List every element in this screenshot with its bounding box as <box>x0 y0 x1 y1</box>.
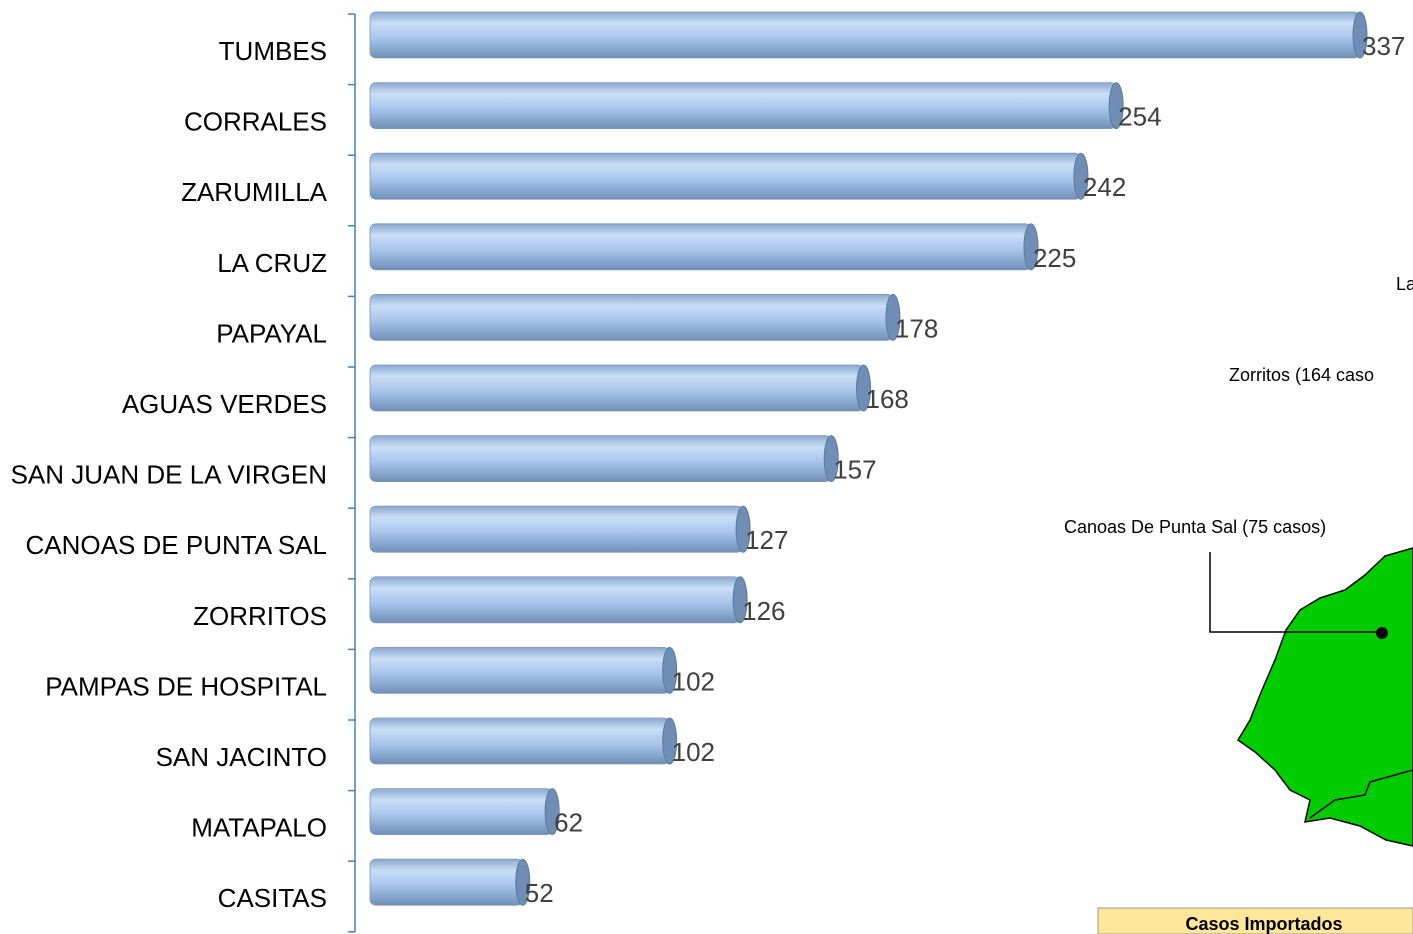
bar <box>369 152 1082 200</box>
value-label: 127 <box>745 525 788 555</box>
callout-line <box>1209 552 1382 633</box>
category-label: CORRALES <box>184 107 327 137</box>
bar <box>369 505 744 553</box>
category-label: ZORRITOS <box>193 601 327 631</box>
bar <box>369 82 1117 129</box>
value-label: 178 <box>895 313 938 343</box>
bar-cap <box>515 858 531 906</box>
value-label: 157 <box>833 455 876 485</box>
map-label: La <box>1396 274 1413 294</box>
bar <box>369 223 1032 271</box>
bar-cap <box>662 646 678 694</box>
value-label: 62 <box>554 808 583 838</box>
table-header: Casos Importados <box>1185 914 1342 934</box>
bar-cap <box>662 717 678 765</box>
map: La Zorritos (164 caso Canoas De Punta Sa… <box>1064 274 1413 934</box>
value-label: 102 <box>672 666 715 696</box>
value-label: 168 <box>866 384 909 414</box>
callout-dot <box>1376 627 1388 639</box>
category-label: PAMPAS DE HOSPITAL <box>45 671 327 701</box>
value-label: 102 <box>672 737 715 767</box>
category-label: TUMBES <box>219 36 327 66</box>
bar <box>369 293 894 341</box>
bar-cap <box>885 293 901 341</box>
category-label: SAN JUAN DE LA VIRGEN <box>11 460 327 490</box>
bar <box>369 435 832 483</box>
bar <box>369 788 553 835</box>
bar-cap <box>1073 152 1089 200</box>
bar-cap <box>544 788 560 836</box>
category-label: ZARUMILLA <box>181 177 328 207</box>
value-label: 242 <box>1083 172 1126 202</box>
bar-cap <box>1023 223 1039 271</box>
bar-cap <box>1352 11 1368 59</box>
map-border <box>1309 769 1413 819</box>
category-label: AGUAS VERDES <box>122 389 327 419</box>
value-label: 126 <box>742 596 785 626</box>
category-label: PAPAYAL <box>216 318 327 348</box>
category-label: LA CRUZ <box>217 248 327 278</box>
bar <box>369 647 671 694</box>
bar <box>369 11 1361 59</box>
value-label: 254 <box>1118 102 1161 132</box>
category-label: CANOAS DE PUNTA SAL <box>26 530 328 560</box>
bar-cap <box>823 435 839 483</box>
category-label: CASITAS <box>218 883 327 913</box>
value-label: 52 <box>525 878 554 908</box>
bar-cap <box>856 364 872 412</box>
bar <box>369 858 524 906</box>
bar <box>369 576 741 624</box>
category-label: SAN JACINTO <box>156 742 327 772</box>
bar-cap <box>735 505 751 553</box>
map-region <box>1236 547 1413 847</box>
value-label: 225 <box>1033 243 1076 273</box>
bar-cap <box>732 576 748 624</box>
map-label: Zorritos (164 caso <box>1229 365 1374 385</box>
value-label: 337 <box>1362 31 1405 61</box>
bar-cap <box>1108 82 1124 130</box>
category-label: MATAPALO <box>191 813 327 843</box>
table-header-box <box>1097 907 1413 934</box>
bar <box>369 364 864 412</box>
bar <box>369 717 671 765</box>
map-label: Canoas De Punta Sal (75 casos) <box>1064 517 1326 537</box>
